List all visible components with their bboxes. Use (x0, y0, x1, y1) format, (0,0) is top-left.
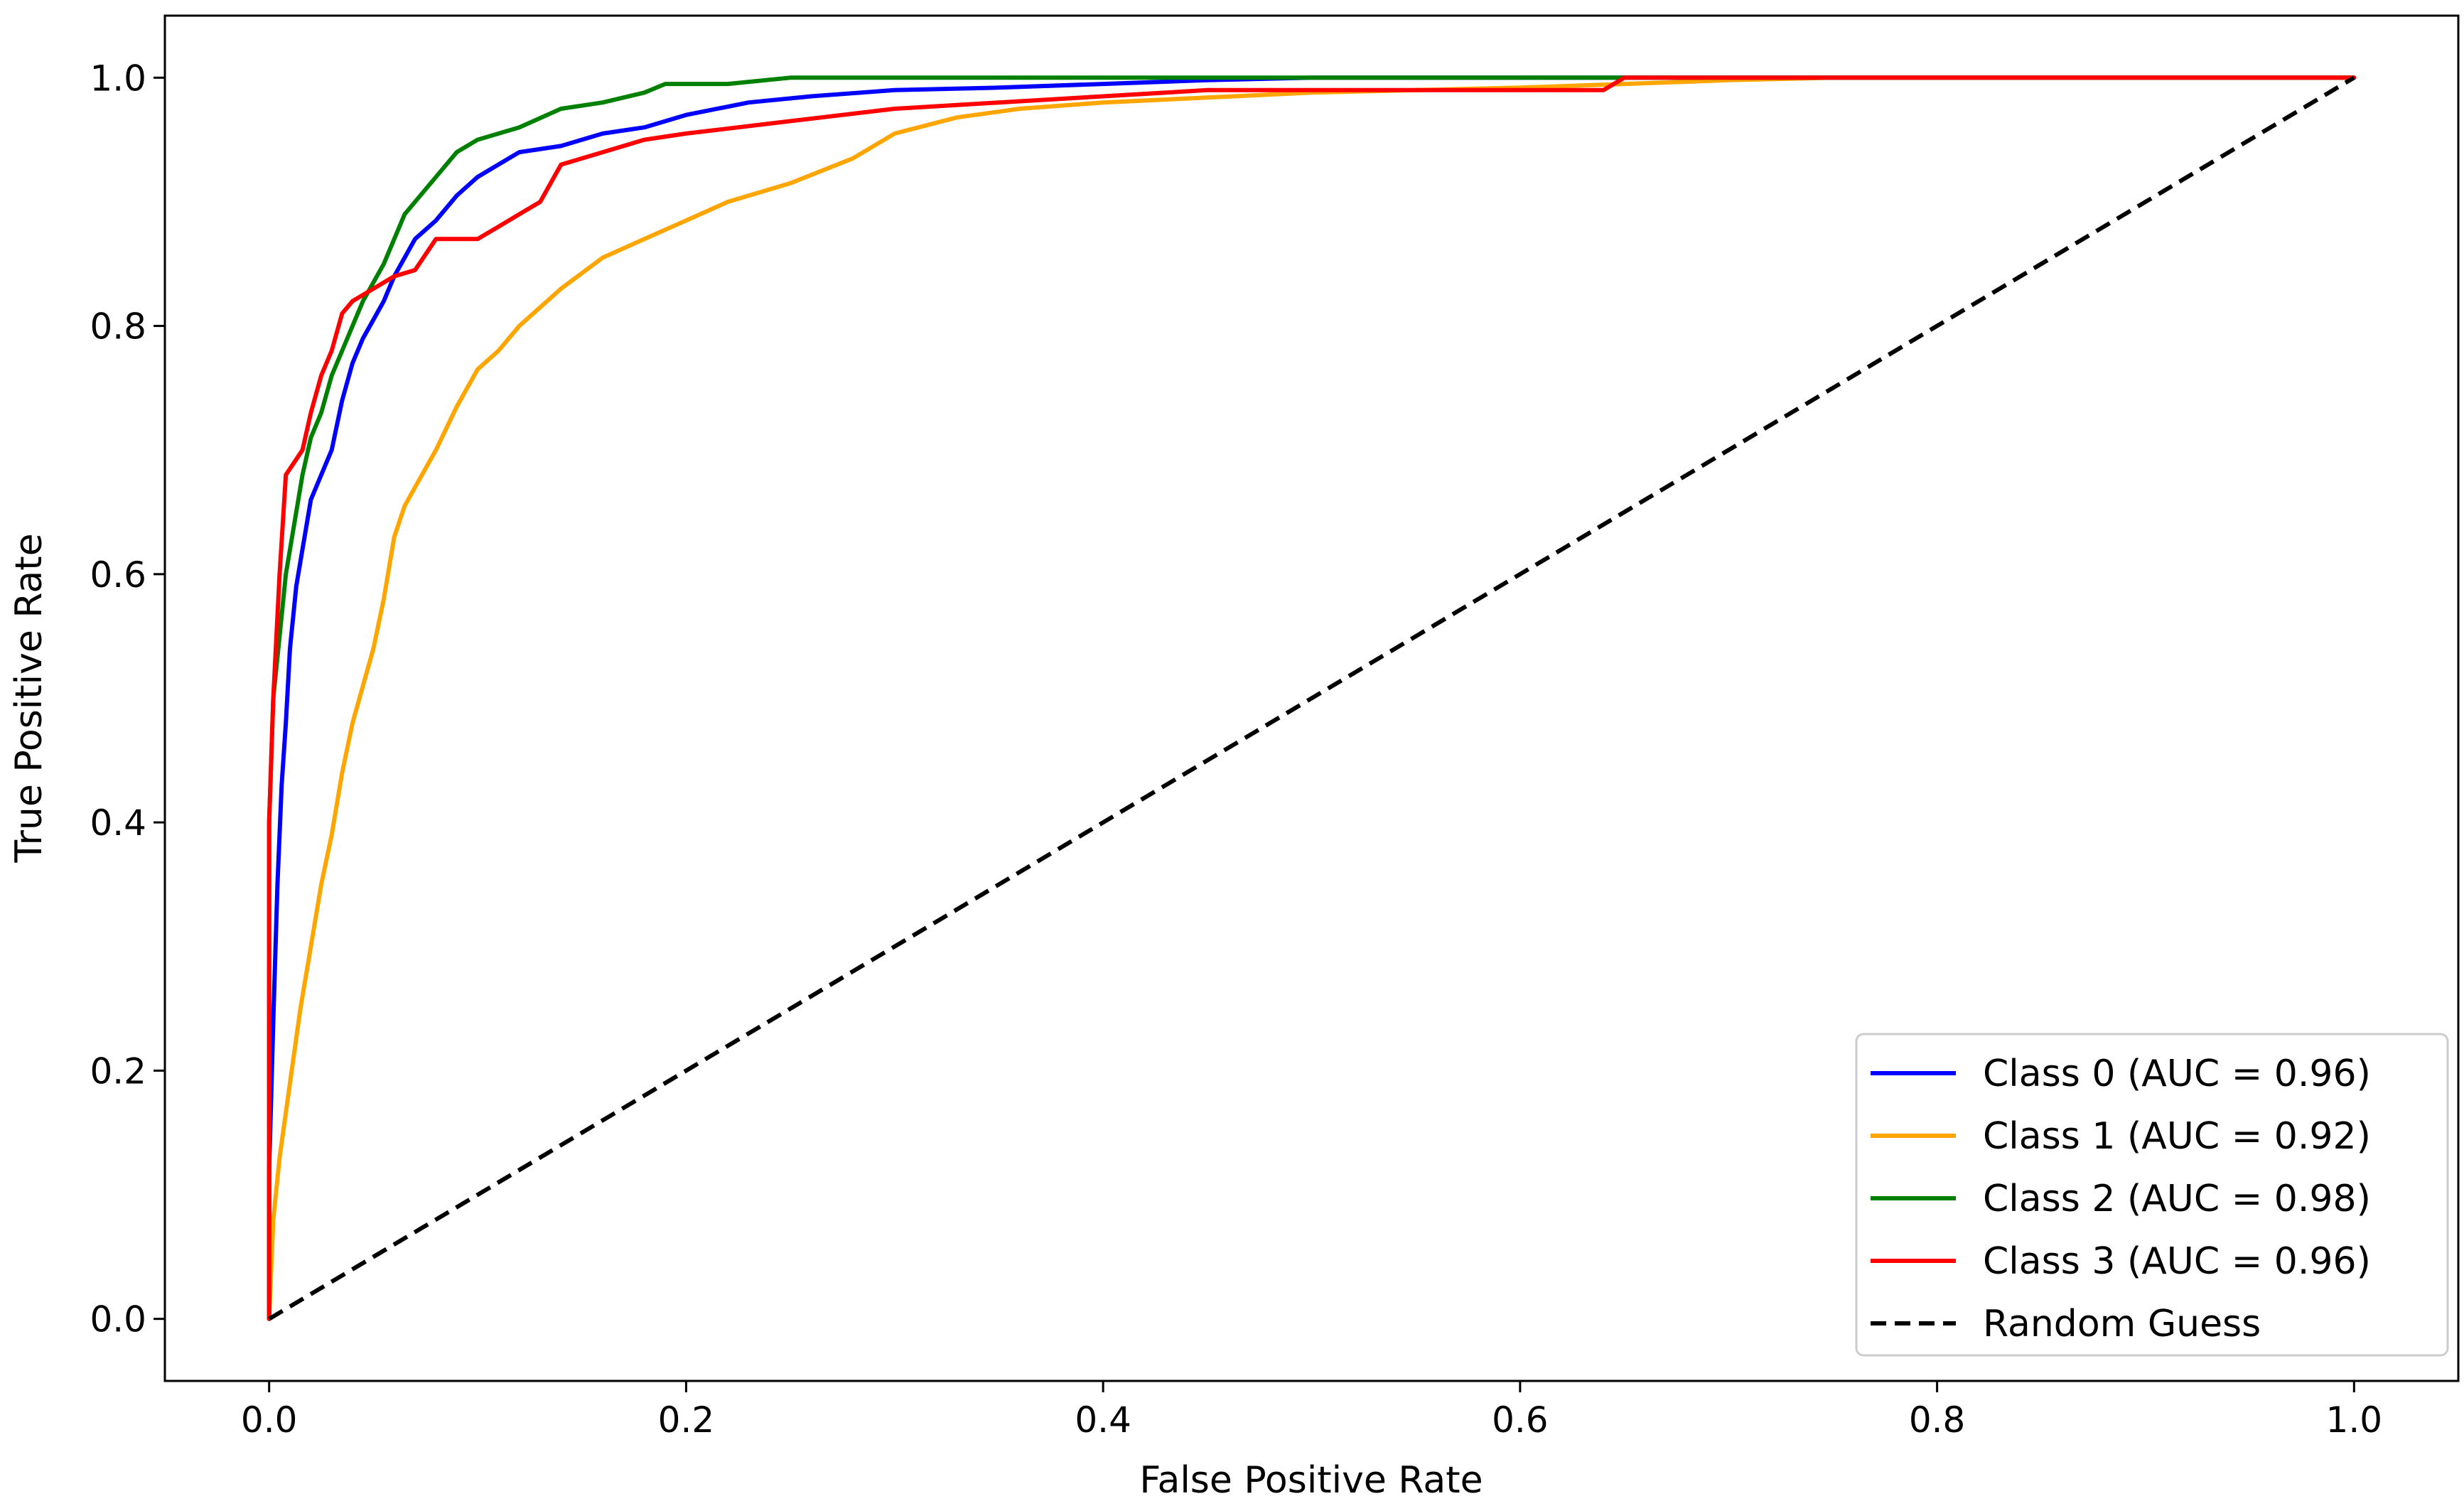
y-tick-label: 0.2 (90, 1050, 146, 1092)
legend-box (1855, 1033, 2449, 1357)
x-tick-label: 0.0 (241, 1399, 298, 1441)
series-line-3 (267, 75, 2357, 1321)
legend-label-4: Random Guess (1983, 1303, 2261, 1345)
x-tick-label: 1.0 (2326, 1399, 2383, 1441)
series-line-4 (268, 75, 2355, 1321)
legend: Class 0 (AUC = 0.96) Class 1 (AUC = 0.92)… (1855, 1033, 2449, 1357)
y-tick-label: 1.0 (90, 58, 146, 99)
x-tick-label: 0.2 (658, 1399, 715, 1441)
y-axis-label: True Positive Rate (8, 533, 50, 863)
x-tick-label: 0.8 (1909, 1399, 1966, 1441)
x-tick-label: 0.4 (1075, 1399, 1131, 1441)
y-tick-label: 0.8 (90, 306, 146, 348)
x-axis-ticks: 0.0 0.2 0.4 0.6 0.8 1.0 (241, 1381, 2382, 1441)
y-tick-label: 0.6 (90, 554, 146, 596)
x-axis-label: False Positive Rate (1139, 1459, 1483, 1502)
legend-label-1: Class 1 (AUC = 0.92) (1983, 1115, 2371, 1158)
legend-label-2: Class 2 (AUC = 0.98) (1983, 1178, 2371, 1220)
plot-frame (163, 14, 2460, 1382)
legend-label-3: Class 3 (AUC = 0.96) (1983, 1240, 2371, 1283)
x-tick-label: 0.6 (1492, 1399, 1549, 1441)
series-line-0 (267, 75, 2357, 1321)
y-tick-label: 0.0 (90, 1299, 146, 1340)
y-axis-ticks: 0.0 0.2 0.4 0.6 0.8 1.0 (90, 58, 165, 1340)
legend-label-0: Class 0 (AUC = 0.96) (1983, 1053, 2371, 1095)
series-line-2 (267, 75, 2357, 1321)
y-tick-label: 0.4 (90, 802, 146, 844)
series-layer (267, 75, 2357, 1321)
series-line-1 (267, 75, 2357, 1321)
